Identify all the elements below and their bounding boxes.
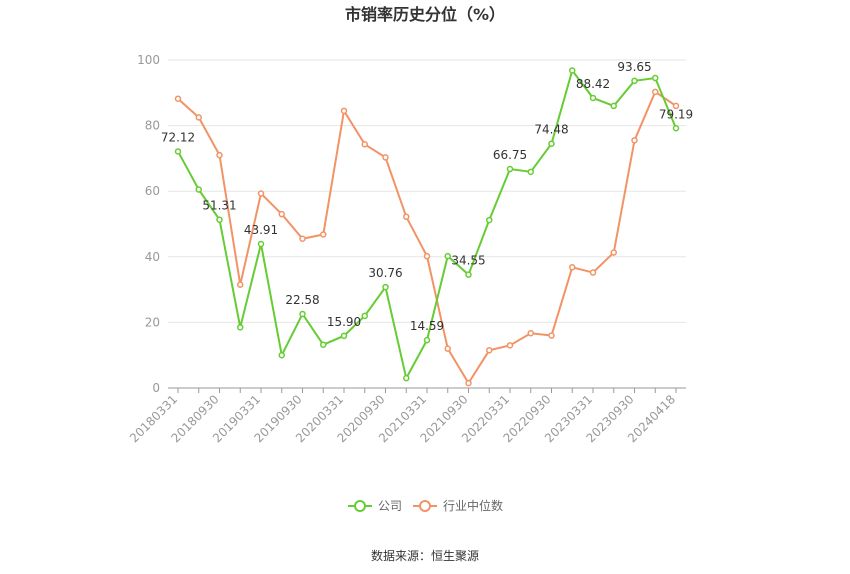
point-company bbox=[486, 216, 493, 224]
point-industry bbox=[610, 249, 617, 256]
point-industry bbox=[569, 264, 576, 271]
data-label: 15.90 bbox=[327, 315, 361, 329]
point-company bbox=[548, 140, 555, 147]
point-industry bbox=[195, 114, 202, 121]
point-company bbox=[423, 336, 431, 344]
data-labels: 72.12 51.31 43.91 22.58 15.90 30.76 14.59 34.55… bbox=[161, 60, 693, 333]
point-company bbox=[652, 74, 659, 82]
point-industry bbox=[631, 137, 638, 144]
data-label: 79.19 bbox=[659, 107, 693, 121]
data-label: 51.31 bbox=[202, 199, 236, 213]
data-label: 74.48 bbox=[534, 123, 568, 137]
point-industry bbox=[672, 102, 680, 110]
point-company bbox=[569, 67, 576, 74]
y-tick-label: 40 bbox=[145, 250, 160, 264]
y-tick-label: 60 bbox=[145, 184, 160, 198]
y-tick-label: 100 bbox=[137, 53, 160, 67]
legend-industry-marker bbox=[419, 500, 431, 512]
point-industry bbox=[174, 95, 182, 102]
point-company bbox=[444, 252, 451, 260]
grid bbox=[168, 59, 686, 323]
point-company bbox=[216, 216, 223, 223]
axes: 0204060801002018033120180930201903312019… bbox=[127, 53, 686, 445]
point-company bbox=[278, 351, 285, 359]
point-industry bbox=[486, 347, 493, 354]
point-company bbox=[631, 77, 638, 85]
point-company bbox=[320, 341, 327, 348]
data-label: 34.55 bbox=[451, 254, 485, 268]
point-company bbox=[589, 94, 597, 102]
point-industry bbox=[589, 269, 597, 276]
point-industry bbox=[527, 329, 534, 337]
data-label: 72.12 bbox=[161, 130, 195, 144]
source-note: 数据来源：恒生聚源 bbox=[371, 548, 479, 563]
legend-item-industry[interactable]: 行业中位数 bbox=[413, 498, 503, 513]
point-industry bbox=[382, 154, 389, 161]
point-industry bbox=[237, 281, 244, 288]
point-company bbox=[361, 312, 368, 320]
chart-title: 市销率历史分位（%） bbox=[345, 5, 505, 24]
point-company bbox=[340, 332, 348, 340]
point-company bbox=[257, 240, 265, 248]
point-company bbox=[382, 283, 389, 291]
point-company bbox=[174, 148, 182, 155]
data-label: 14.59 bbox=[410, 319, 444, 333]
point-industry bbox=[361, 141, 368, 148]
point-company bbox=[465, 271, 472, 278]
points bbox=[174, 67, 680, 387]
point-company bbox=[195, 186, 202, 193]
point-company bbox=[237, 324, 244, 331]
data-label: 66.75 bbox=[493, 148, 527, 162]
y-tick-label: 0 bbox=[152, 381, 160, 395]
y-tick-label: 80 bbox=[145, 119, 160, 133]
data-label: 43.91 bbox=[244, 223, 278, 237]
point-industry bbox=[652, 88, 659, 96]
data-label: 22.58 bbox=[285, 293, 319, 307]
data-label: 30.76 bbox=[368, 266, 402, 280]
point-industry bbox=[444, 345, 451, 352]
point-industry bbox=[340, 107, 348, 115]
legend-item-company[interactable]: 公司 bbox=[348, 499, 402, 513]
point-industry bbox=[548, 332, 555, 339]
point-industry bbox=[257, 190, 265, 197]
point-company bbox=[527, 168, 534, 176]
point-industry bbox=[423, 252, 431, 260]
legend: 公司 行业中位数 bbox=[348, 498, 503, 513]
point-company bbox=[506, 165, 514, 173]
point-industry bbox=[506, 342, 514, 349]
y-tick-label: 20 bbox=[145, 315, 160, 329]
point-industry bbox=[320, 231, 327, 238]
point-company bbox=[403, 374, 410, 382]
point-industry bbox=[465, 379, 472, 387]
legend-industry-label: 行业中位数 bbox=[443, 498, 503, 513]
legend-company-label: 公司 bbox=[378, 499, 402, 513]
data-label: 93.65 bbox=[617, 60, 651, 74]
point-industry bbox=[299, 235, 306, 243]
legend-company-marker bbox=[354, 500, 366, 512]
point-company bbox=[299, 310, 306, 318]
point-company bbox=[610, 102, 617, 110]
point-company bbox=[672, 125, 680, 132]
point-industry bbox=[278, 210, 285, 218]
point-industry bbox=[403, 213, 410, 221]
point-industry bbox=[216, 151, 223, 159]
data-label: 88.42 bbox=[576, 77, 610, 91]
